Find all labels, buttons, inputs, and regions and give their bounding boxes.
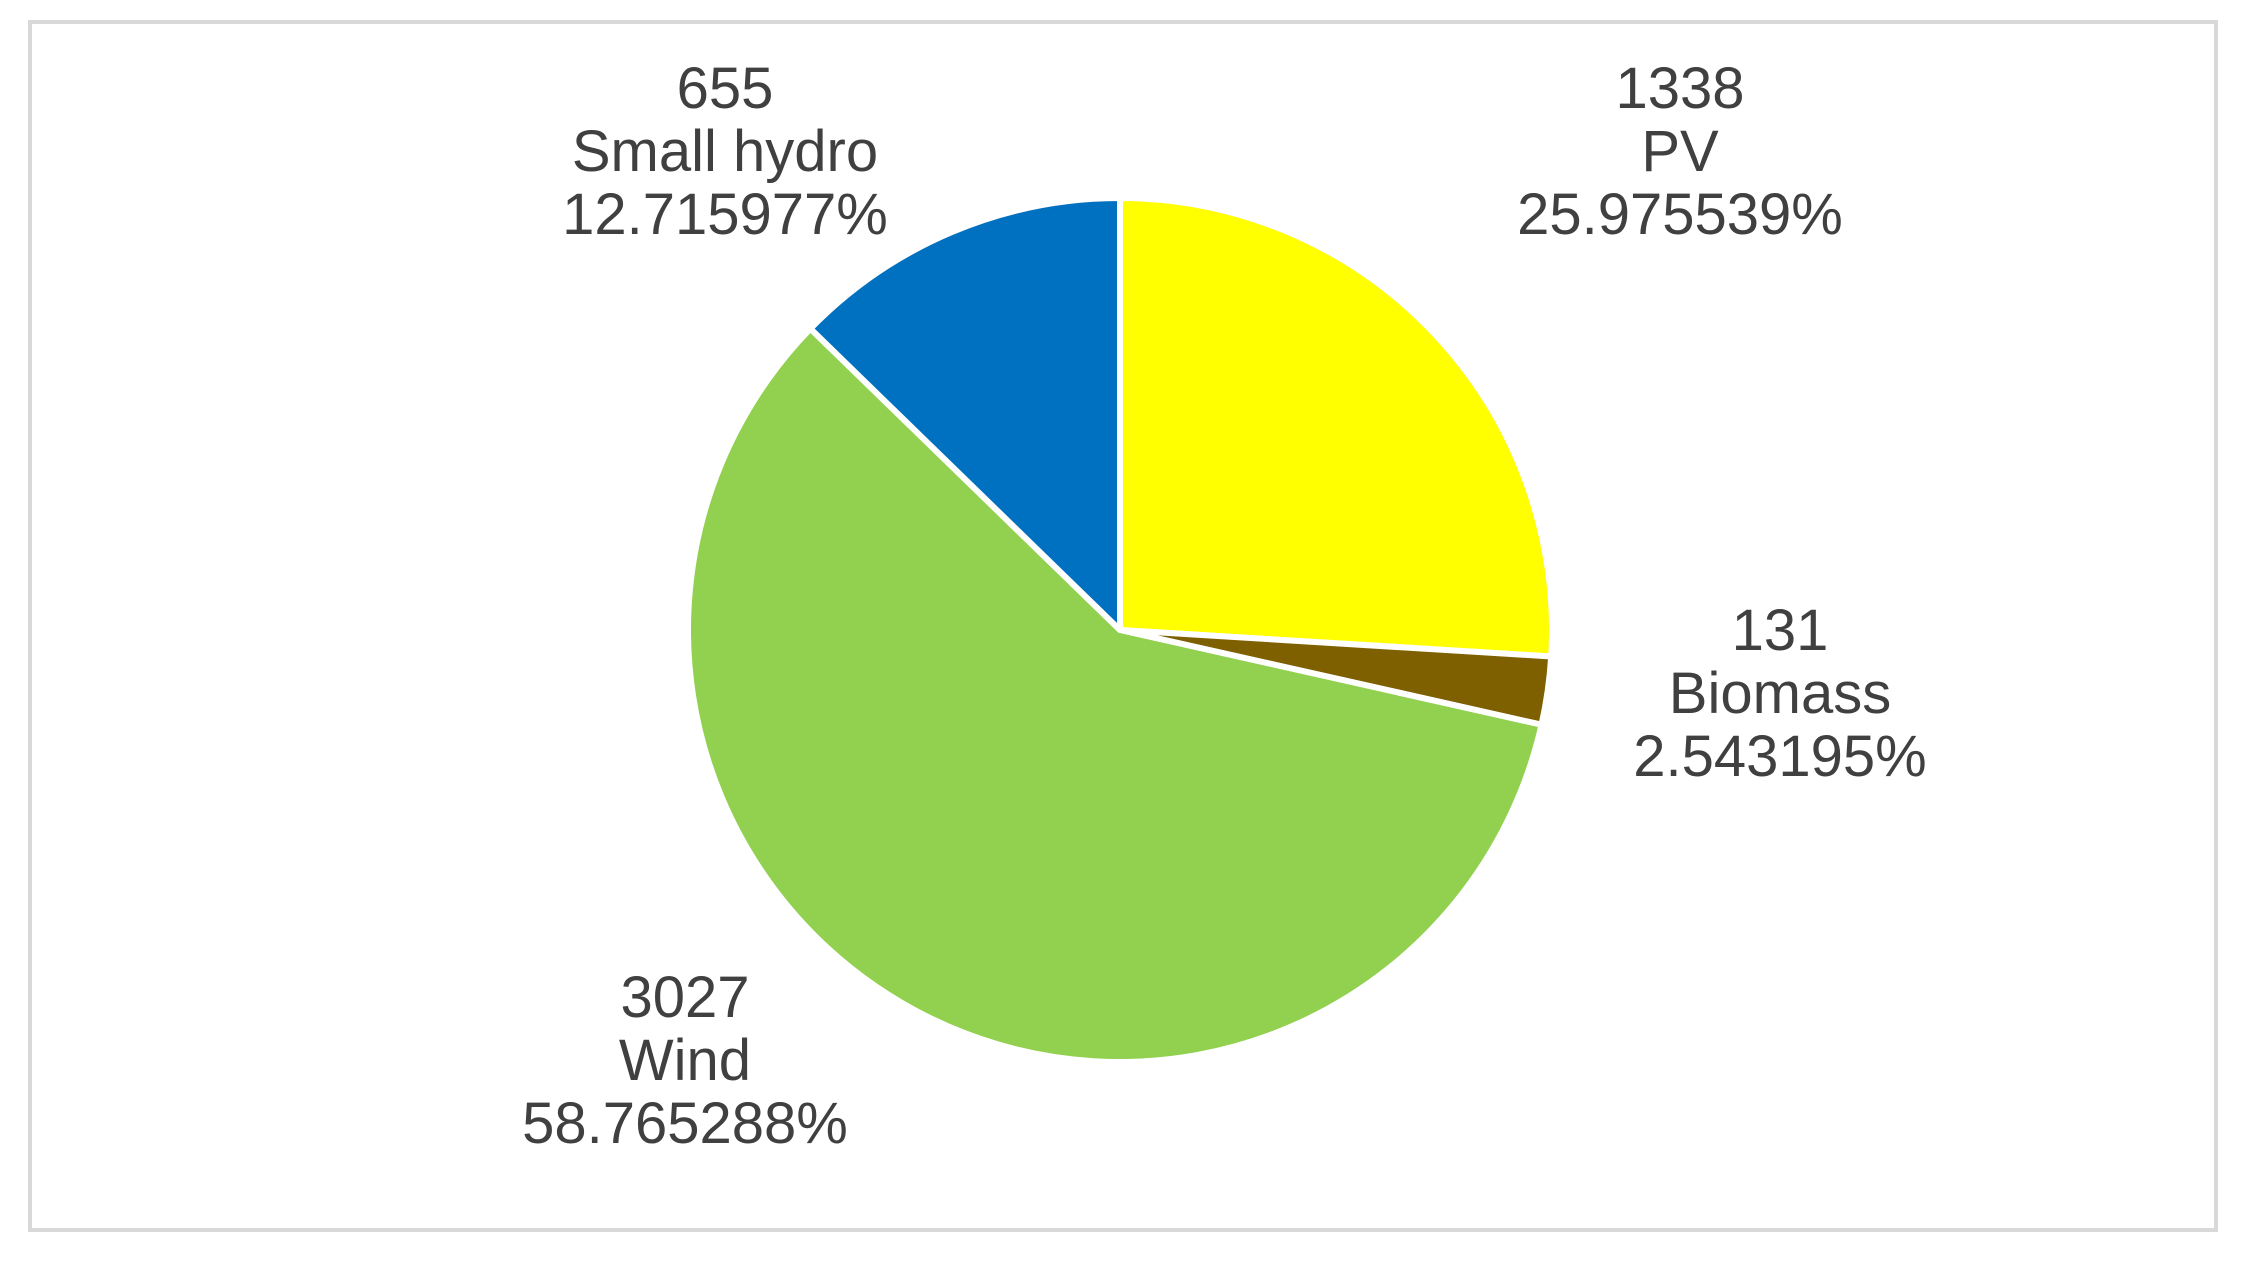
pie-slice-small-hydro [807, 195, 1123, 633]
label-category: Wind [619, 1028, 751, 1093]
data-label-biomass: 131 Biomass 2.543195% [1633, 598, 1926, 789]
data-label-small-hydro: 655 Small hydro 12.715977% [562, 56, 888, 247]
label-percent: 58.765288% [522, 1091, 848, 1156]
label-category: Biomass [1669, 661, 1891, 726]
data-label-pv: 1338 PV 25.975539% [1517, 56, 1843, 247]
pie-slice-pv [1117, 195, 1555, 660]
label-value: 131 [1732, 598, 1829, 663]
label-category: Small hydro [572, 119, 878, 184]
data-label-wind: 3027 Wind 58.765288% [522, 965, 848, 1156]
pie-labels: 1338 PV 25.975539% 131 Biomass 2.543195% 3027 W… [522, 56, 1927, 1156]
label-value: 1338 [1615, 56, 1744, 121]
label-category: PV [1641, 119, 1719, 184]
label-percent: 25.975539% [1517, 182, 1843, 247]
label-value: 655 [677, 56, 774, 121]
label-percent: 2.543195% [1633, 724, 1926, 789]
pie-slices [685, 195, 1555, 1066]
label-percent: 12.715977% [562, 182, 888, 247]
pie-slice-wind [685, 325, 1545, 1066]
label-value: 3027 [620, 965, 749, 1030]
